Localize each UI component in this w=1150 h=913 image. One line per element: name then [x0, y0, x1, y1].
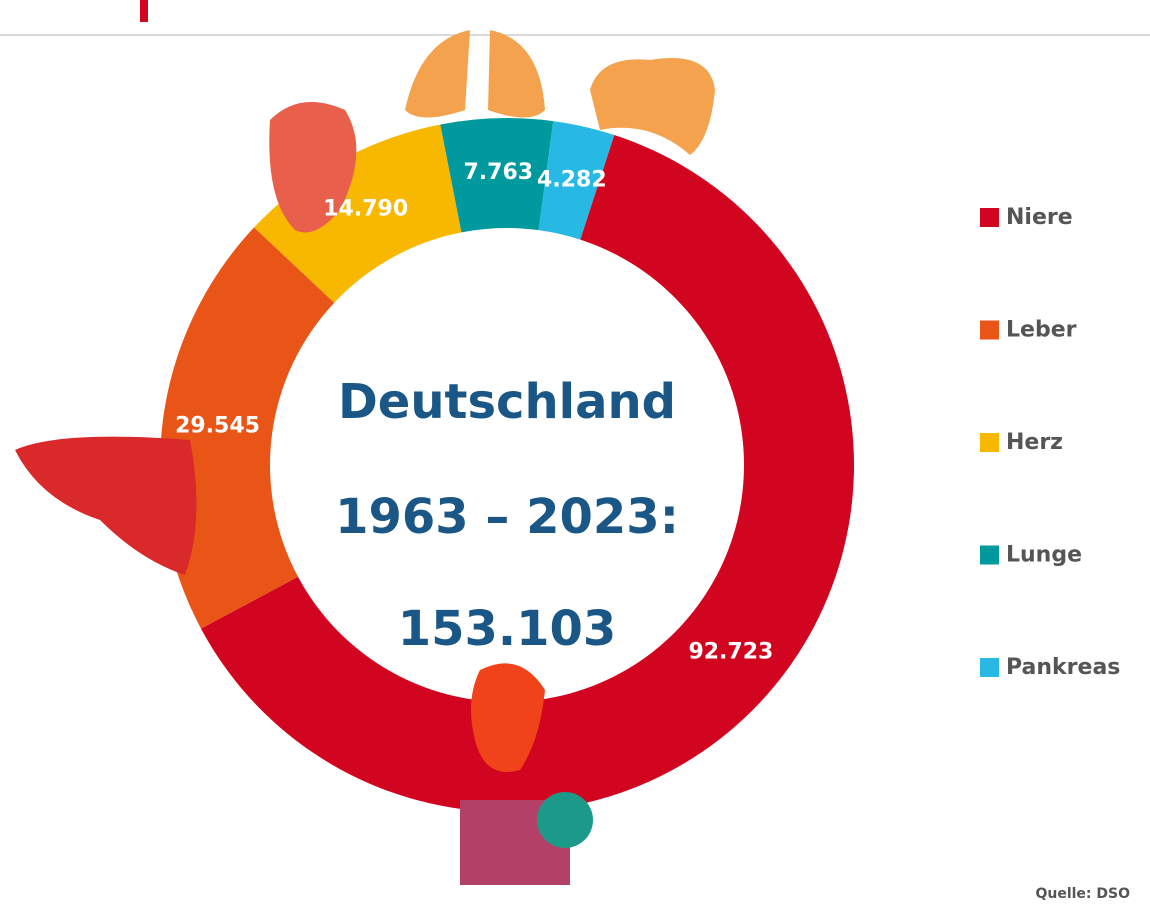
- slice: [159, 227, 335, 629]
- legend-swatch: [980, 208, 999, 227]
- value-label: 14.790: [323, 196, 408, 221]
- center-text: Deutschland: [338, 374, 676, 430]
- value-label: 7.763: [463, 160, 533, 185]
- legend-swatch: [980, 433, 999, 452]
- pancreas-icon: [590, 58, 715, 155]
- center-text: 153.103: [398, 601, 617, 657]
- value-label: 4.282: [537, 167, 607, 192]
- slice: [538, 121, 615, 240]
- legend-label: Herz: [1006, 430, 1063, 455]
- value-label: 92.723: [688, 639, 773, 664]
- slice: [200, 134, 855, 813]
- value-label: 29.545: [175, 414, 260, 439]
- legend-swatch: [980, 545, 999, 565]
- source: Quelle: DSO: [1035, 886, 1130, 902]
- legend-label: Leber: [1006, 318, 1077, 343]
- donut: [159, 118, 855, 813]
- slice: [254, 124, 462, 303]
- kidney-icon: [471, 663, 545, 772]
- legend-label: Niere: [1006, 205, 1073, 230]
- header-mark: [140, 0, 148, 22]
- slice: [440, 118, 554, 233]
- legend-swatch: [980, 320, 999, 340]
- organ-icons: [15, 30, 715, 885]
- center-text: 1963 – 2023:: [335, 489, 679, 545]
- badge-icon: [537, 792, 593, 848]
- heart-icon: [269, 102, 357, 233]
- liver-icon: [15, 436, 197, 575]
- legend-label: Pankreas: [1006, 655, 1120, 680]
- legend-label: Lunge: [1006, 543, 1082, 568]
- legend-swatch: [980, 658, 999, 677]
- lungs-icon: [405, 30, 545, 118]
